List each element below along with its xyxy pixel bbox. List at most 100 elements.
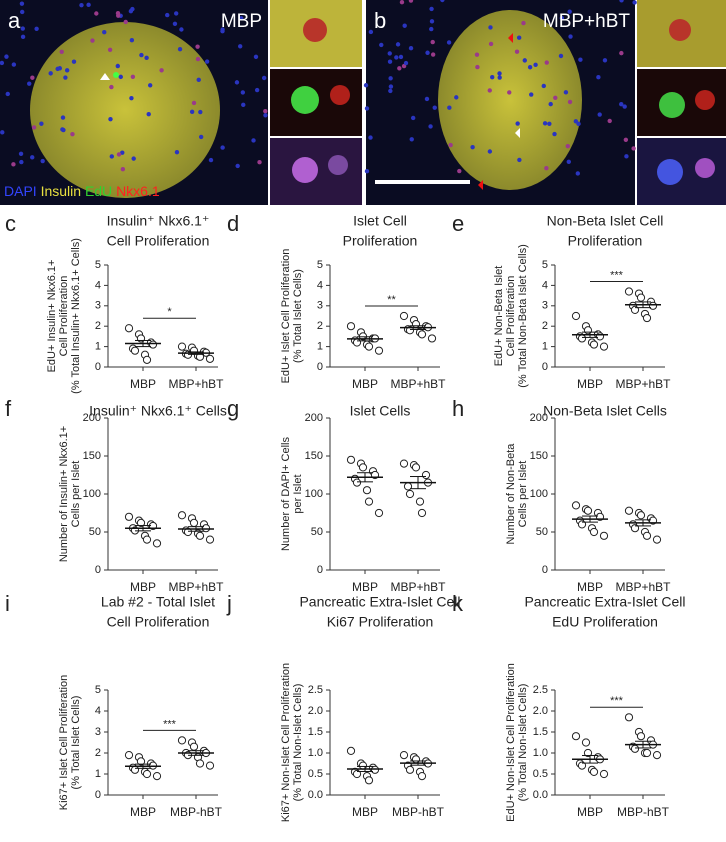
nucleus <box>172 21 178 27</box>
significance-label: * <box>167 306 172 318</box>
data-point <box>374 346 384 355</box>
y-axis-label: (% Total Islet Cells) <box>292 269 304 363</box>
data-point <box>652 751 662 760</box>
nucleus <box>263 108 268 114</box>
x-tick-label: MBP+hBT <box>615 580 671 594</box>
y-tick-label: 4 <box>317 279 323 291</box>
y-axis-label: Number of DAPI+ Cells <box>280 436 292 551</box>
nucleus <box>429 26 434 32</box>
nucleus <box>5 91 10 97</box>
error-bar <box>635 740 651 749</box>
y-tick-label: 1.5 <box>308 726 323 738</box>
nucleus <box>388 84 394 89</box>
nucleus <box>544 165 549 171</box>
significance-label: *** <box>610 269 624 281</box>
chart-title: Proliferation <box>343 233 418 249</box>
nucleus <box>432 105 437 110</box>
y-axis-label: Ki67+ Islet Cell Proliferation <box>58 675 70 810</box>
data-point <box>581 738 591 747</box>
y-tick-label: 2.0 <box>533 705 548 717</box>
nucleus <box>241 102 246 108</box>
nucleus <box>123 19 128 25</box>
nucleus <box>368 29 374 35</box>
panel-letter: i <box>5 591 10 616</box>
y-axis-label: EdU+ Non-Beta Islet <box>493 266 505 367</box>
y-tick-label: 0.0 <box>308 789 323 801</box>
nucleus <box>30 155 35 160</box>
data-point <box>195 759 205 768</box>
nucleus <box>424 96 430 102</box>
nucleus <box>533 62 538 68</box>
nucleus <box>631 146 636 151</box>
y-tick-label: 1 <box>95 768 101 780</box>
data-point <box>571 732 581 741</box>
nucleus <box>552 131 557 137</box>
data-point <box>177 342 187 351</box>
y-tick-label: 2 <box>542 320 548 332</box>
nucleus <box>566 159 571 164</box>
error-bar <box>410 476 426 490</box>
data-point <box>589 527 599 537</box>
y-axis-label: Cells per Islet <box>70 461 82 528</box>
nucleus <box>19 1 25 6</box>
data-point <box>362 486 372 495</box>
nucleus <box>11 162 16 167</box>
data-point <box>405 489 415 499</box>
nucleus <box>59 49 64 55</box>
nucleus <box>387 51 392 56</box>
nucleus <box>446 40 452 45</box>
y-axis-label: Cell Proliferation <box>58 276 70 357</box>
nucleus <box>379 42 384 48</box>
y-tick-label: 150 <box>530 450 548 462</box>
data-point <box>205 761 215 770</box>
chart-title: Proliferation <box>568 233 643 249</box>
chart-title: Pancreatic Extra-Islet Cell <box>524 594 685 610</box>
data-point <box>148 340 158 349</box>
chart-title: Cell Proliferation <box>107 233 210 249</box>
nucleus <box>409 137 414 142</box>
nucleus <box>120 150 125 155</box>
y-tick-label: 0.5 <box>533 768 548 780</box>
y-tick-label: 1.5 <box>533 726 548 738</box>
panel-letter: c <box>5 211 16 236</box>
error-bar <box>188 351 204 355</box>
y-axis-label: Cell Proliferation <box>505 276 517 357</box>
nucleus <box>195 44 200 49</box>
nucleus <box>57 66 63 71</box>
error-bar <box>410 325 426 330</box>
nucleus <box>368 135 373 140</box>
y-tick-label: 3 <box>95 726 101 738</box>
y-tick-label: 0.0 <box>533 789 548 801</box>
y-tick-label: 2 <box>95 747 101 759</box>
error-bar <box>135 339 151 348</box>
data-point <box>595 332 605 341</box>
nucleus <box>363 83 369 88</box>
nucleus <box>403 60 409 66</box>
nucleus <box>159 68 164 73</box>
y-tick-label: 0 <box>95 361 101 373</box>
nucleus <box>521 20 526 26</box>
data-point <box>370 765 380 774</box>
data-point <box>142 355 152 364</box>
error-bar <box>635 519 651 527</box>
nucleus <box>0 130 5 135</box>
x-tick-label: MBP+hBT <box>390 377 446 391</box>
nucleus <box>429 19 435 24</box>
data-point <box>599 531 609 540</box>
nucleus <box>94 11 99 16</box>
nucleus <box>254 87 260 93</box>
x-tick-label: MBP-hBT <box>617 805 670 819</box>
data-point <box>189 742 199 751</box>
y-tick-label: 50 <box>89 526 101 538</box>
error-bar <box>582 515 598 523</box>
nucleus <box>177 46 183 52</box>
panel-letter: j <box>226 591 232 616</box>
y-tick-label: 5 <box>95 259 101 271</box>
y-tick-label: 4 <box>542 279 548 291</box>
stain: Nkx6.1 <box>116 183 160 199</box>
nucleus <box>130 74 136 79</box>
panel-letter: e <box>452 211 464 236</box>
nucleus <box>488 41 494 47</box>
y-tick-label: 200 <box>530 412 548 424</box>
nucleus <box>448 142 453 148</box>
